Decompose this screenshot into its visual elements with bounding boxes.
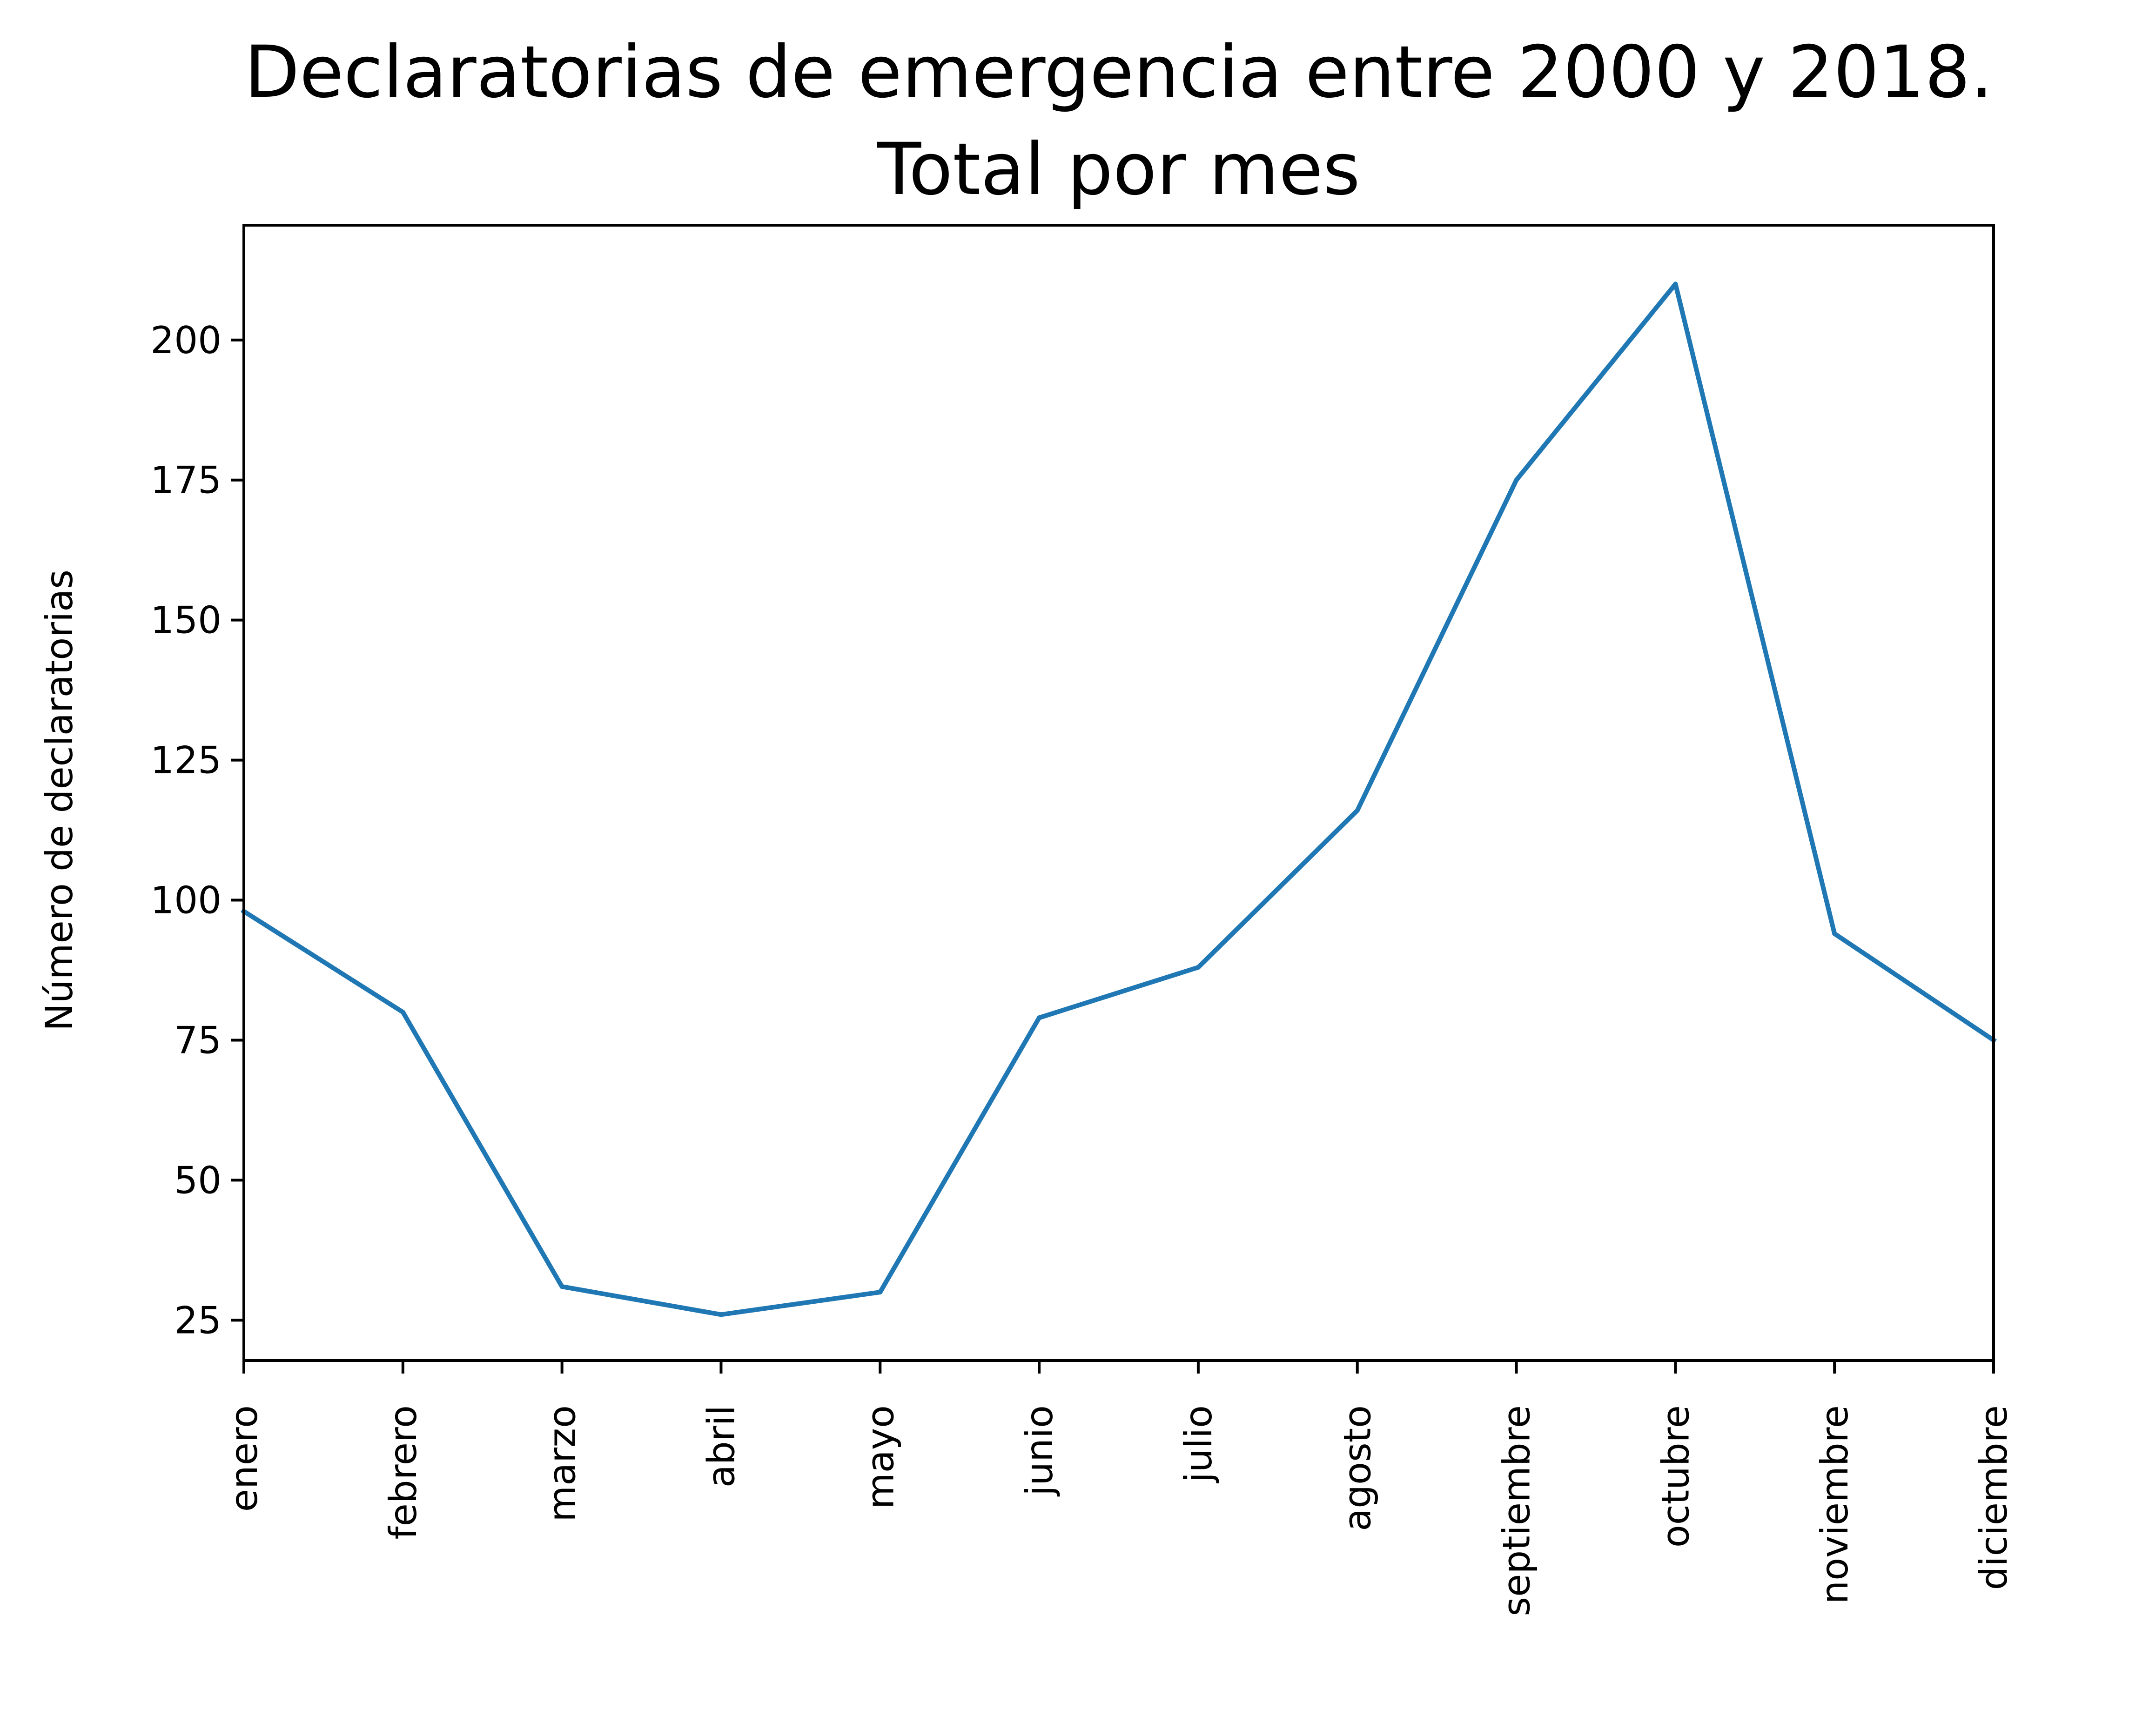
data-point: [1037, 1015, 1042, 1020]
data-point: [719, 1312, 724, 1317]
data-point: [1832, 931, 1837, 936]
x-tick-label: enero: [222, 1405, 266, 1512]
chart-title-line-1: Declaratorias de emergencia entre 2000 y…: [244, 31, 1993, 114]
data-point: [1673, 282, 1678, 287]
x-tick-label: abril: [699, 1405, 743, 1488]
y-tick-label: 100: [150, 879, 222, 922]
x-tick-label: mayo: [859, 1405, 902, 1509]
y-tick-label: 200: [150, 319, 222, 362]
data-point: [1196, 965, 1201, 970]
y-axis-ticks: 25 50 75 100 125 150 175 200: [150, 319, 244, 1342]
x-tick-label: junio: [1018, 1405, 1061, 1497]
y-tick-label: 25: [174, 1299, 222, 1342]
x-tick-label: marzo: [541, 1405, 584, 1522]
y-tick-label: 150: [150, 599, 222, 642]
x-axis-ticks: enero febrero marzo abril mayo junio julio agos…: [222, 1361, 2015, 1616]
y-axis-label: Número de declaratorias: [38, 570, 81, 1031]
data-point: [400, 1010, 405, 1015]
y-tick-label: 50: [174, 1159, 222, 1202]
series-line: [241, 282, 1997, 1317]
x-tick-label: julio: [1177, 1405, 1220, 1483]
x-tick-label: agosto: [1336, 1405, 1379, 1531]
x-tick-label: diciembre: [1972, 1405, 2015, 1590]
data-point: [1355, 808, 1360, 813]
data-point: [559, 1284, 564, 1289]
x-tick-label: septiembre: [1495, 1405, 1538, 1616]
x-tick-label: noviembre: [1813, 1405, 1856, 1604]
y-tick-label: 125: [150, 739, 222, 782]
y-tick-label: 175: [150, 459, 222, 502]
plot-frame: [242, 224, 1995, 1362]
data-point: [1514, 477, 1519, 483]
chart-title-line-2: Total por mes: [877, 128, 1360, 211]
y-tick-label: 75: [174, 1019, 222, 1062]
x-tick-label: octubre: [1654, 1405, 1697, 1548]
x-tick-label: febrero: [382, 1405, 425, 1540]
data-point: [878, 1290, 883, 1295]
